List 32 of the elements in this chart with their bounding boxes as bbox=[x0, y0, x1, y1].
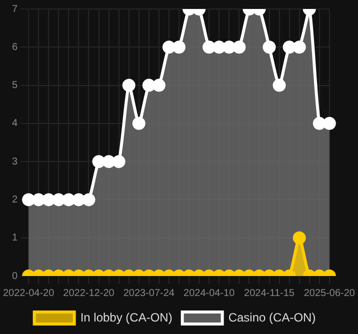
x-tick-label: 2022-12-20 bbox=[63, 288, 115, 299]
point bbox=[312, 116, 326, 130]
point bbox=[172, 40, 186, 54]
point bbox=[122, 78, 136, 92]
y-tick-label: 4 bbox=[12, 118, 18, 130]
point bbox=[262, 40, 276, 54]
point bbox=[132, 116, 146, 130]
y-tick-label: 5 bbox=[12, 80, 18, 92]
point bbox=[162, 40, 176, 54]
y-tick-label: 2 bbox=[12, 194, 18, 206]
point bbox=[272, 78, 286, 92]
y-tick-label: 0 bbox=[12, 270, 18, 282]
x-tick-label: 2025-06-20 bbox=[304, 288, 356, 299]
x-tick-label: 2023-07-24 bbox=[123, 288, 175, 299]
y-tick-label: 7 bbox=[12, 4, 18, 15]
point bbox=[142, 78, 156, 92]
point bbox=[222, 40, 236, 54]
legend-label: In lobby (CA-ON) bbox=[80, 310, 172, 324]
x-tick-label: 2022-04-20 bbox=[3, 288, 55, 299]
point bbox=[212, 40, 226, 54]
point bbox=[232, 40, 246, 54]
y-tick-label: 6 bbox=[12, 42, 18, 53]
y-tick-label: 1 bbox=[12, 232, 18, 244]
y-tick-label: 3 bbox=[12, 156, 18, 168]
point bbox=[292, 40, 306, 54]
point bbox=[202, 40, 216, 54]
point bbox=[282, 40, 296, 54]
point bbox=[322, 116, 336, 130]
x-tick-label: 2024-04-10 bbox=[184, 288, 236, 299]
point bbox=[152, 78, 166, 92]
x-tick-label: 2024-11-15 bbox=[244, 288, 295, 299]
legend-label: Casino (CA-ON) bbox=[228, 310, 316, 324]
